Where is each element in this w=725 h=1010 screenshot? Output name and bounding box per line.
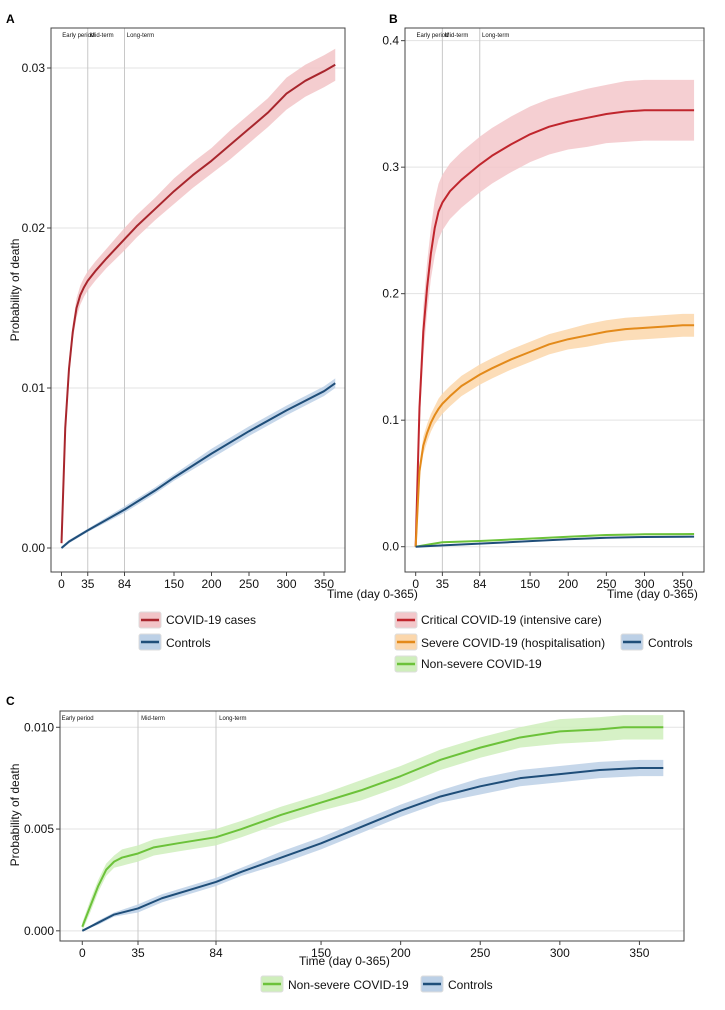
legend-b: Critical COVID-19 (intensive care) Sever…	[394, 611, 693, 673]
panel-a-series-0-line	[60, 63, 336, 544]
panel-c-x-tick-label: 0	[79, 946, 86, 960]
panel-c-series-0-line	[81, 726, 664, 928]
panel-b-series-2-line	[415, 533, 695, 548]
legend-c: Non-severe COVID-19 Controls	[260, 975, 493, 993]
panel-a-xlabel: Time (day 0-365)	[327, 587, 418, 601]
panel-b-x-tick-label: 300	[634, 577, 654, 591]
panel-c-period-label: Early period	[62, 716, 94, 722]
panel-b-x-tick-label: 35	[436, 577, 450, 591]
panel-a-x-tick-label: 0	[58, 577, 65, 591]
panel-c-x-tick-label: 35	[131, 946, 145, 960]
panel-c-x-tick-label: 300	[550, 946, 570, 960]
panel-c-period-label: Mid-term	[141, 716, 165, 722]
legend-a: COVID-19 cases Controls	[138, 611, 256, 651]
panel-b-period-label: Early period	[416, 33, 448, 39]
panel-b-x-tick-label: 200	[558, 577, 578, 591]
panel-b-series-0-ci-band	[415, 79, 695, 547]
panel-a-y-tick-label: 0.00	[22, 541, 46, 555]
panel-c-series-0-ci-band	[82, 715, 664, 931]
panel-b-series-1-line	[414, 324, 695, 547]
panel-b-x-tick-label: 150	[520, 577, 540, 591]
panel-a-x-tick-label: 200	[201, 577, 221, 591]
panel-b-period-label: Long-term	[482, 33, 509, 39]
legend-a-controls-label: Controls	[166, 636, 211, 650]
legend-c-nonsevere-label: Non-severe COVID-19	[288, 978, 409, 992]
legend-b-critical-label: Critical COVID-19 (intensive care)	[421, 613, 602, 627]
panel-a-x-tick-label: 35	[81, 577, 95, 591]
panel-a-ylabel: Probability of death	[8, 239, 22, 342]
panel-c-x-tick-label: 200	[391, 946, 411, 960]
legend-b-controls-label: Controls	[648, 636, 693, 650]
panel-b-x-tick-label: 350	[673, 577, 693, 591]
panel-a-label: A	[6, 12, 15, 26]
panel-c-frame	[59, 710, 685, 942]
panel-c-label: C	[6, 694, 15, 708]
panel-a-x-tick-label: 350	[314, 577, 334, 591]
panel-b-x-tick-label: 0	[412, 577, 419, 591]
panel-c-y-tick-label: 0.010	[24, 720, 54, 734]
panel-c-chart: Early period Mid-term Long-term 0.000 0.005 0…	[24, 710, 685, 960]
panel-c-x-tick-label: 250	[470, 946, 490, 960]
panel-b-x-tick-label: 250	[596, 577, 616, 591]
panel-b-xlabel: Time (day 0-365)	[607, 587, 698, 601]
legend-c-controls-label: Controls	[448, 978, 493, 992]
panel-c-x-tick-label: 350	[629, 946, 649, 960]
panel-a-period-label: Mid-term	[90, 33, 114, 39]
panel-b-y-tick-label: 0.4	[382, 34, 399, 48]
panel-c-y-tick-label: 0.005	[24, 822, 54, 836]
panel-b-y-tick-label: 0.1	[382, 413, 399, 427]
panel-a-period-label: Long-term	[127, 33, 154, 39]
panel-b-y-tick-label: 0.3	[382, 160, 399, 174]
panel-a-plot-area	[51, 28, 345, 572]
panel-b-label: B	[389, 12, 398, 26]
panel-a-series-1-line	[60, 382, 336, 549]
panel-b-frame	[404, 27, 705, 573]
legend-b-nonsevere-label: Non-severe COVID-19	[421, 657, 542, 671]
panel-c-xlabel: Time (day 0-365)	[299, 954, 390, 968]
panel-b-series-3-line	[415, 535, 695, 548]
legend-b-severe-label: Severe COVID-19 (hospitalisation)	[421, 636, 605, 650]
panel-c-series-1-line	[81, 766, 664, 932]
panel-c-series-1-ci-band	[82, 759, 664, 931]
panel-a-x-tick-label: 84	[118, 577, 132, 591]
panel-c-ylabel: Probability of death	[8, 764, 22, 867]
panel-a-x-tick-label: 250	[239, 577, 259, 591]
panel-a-y-tick-label: 0.02	[22, 221, 46, 235]
panel-c-period-label: Long-term	[219, 716, 246, 722]
panel-a-y-tick-label: 0.01	[22, 381, 46, 395]
panel-b-y-tick-label: 0.2	[382, 287, 399, 301]
panel-b-period-label: Mid-term	[445, 33, 469, 39]
panel-b-series-0-line	[414, 109, 695, 547]
panel-c-x-tick-label: 150	[311, 946, 331, 960]
panel-a-y-tick-label: 0.03	[22, 61, 46, 75]
panel-a-x-tick-label: 150	[164, 577, 184, 591]
panel-a-period-label: Early period	[62, 33, 94, 39]
panel-c-y-tick-label: 0.000	[24, 924, 54, 938]
panel-b-y-tick-label: 0.0	[382, 540, 399, 554]
panel-c-x-tick-label: 84	[209, 946, 223, 960]
panel-b-x-tick-label: 84	[473, 577, 487, 591]
legend-a-covid-label: COVID-19 cases	[166, 613, 256, 627]
panel-a-frame	[50, 27, 346, 573]
panel-a-x-tick-label: 300	[276, 577, 296, 591]
